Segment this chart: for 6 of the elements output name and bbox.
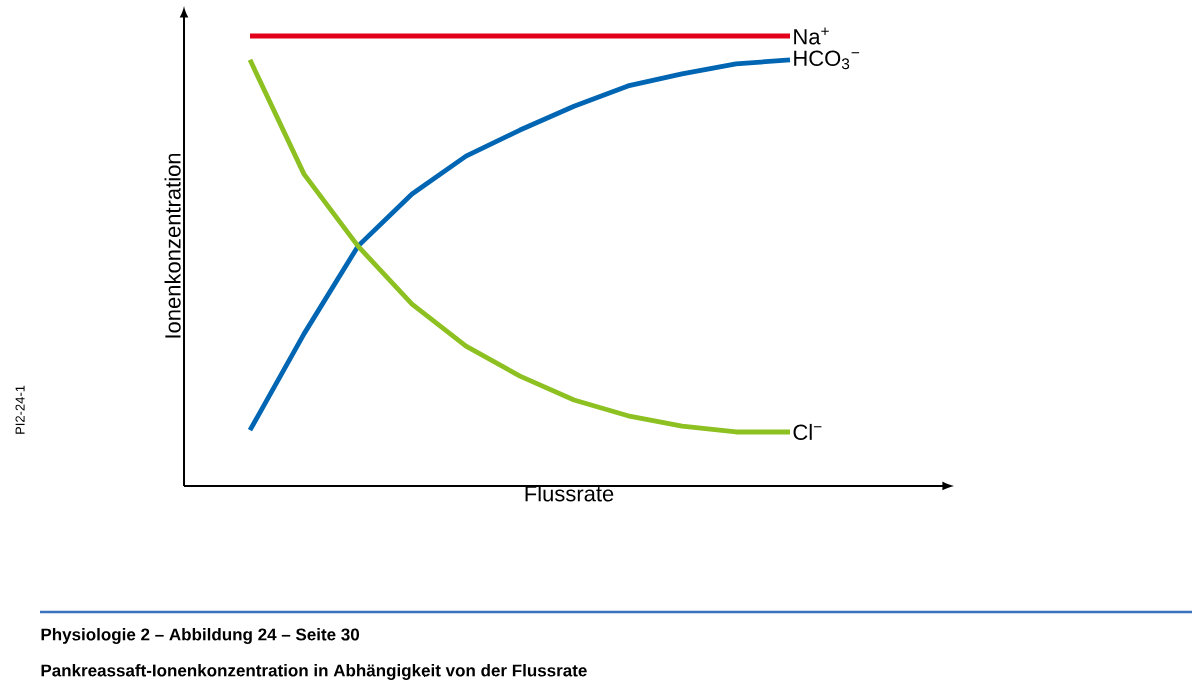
series-label: Cl$^{−}$ [793, 423, 822, 441]
series-label: Na$^{+}$ [794, 27, 829, 45]
x-axis-title: Flussrate [525, 485, 614, 502]
text: Pankreassaft-Ionenkonzentration in Abhängigkeit von der Flussrate [41, 664, 587, 680]
text: Physiologie 2 – Abbildung 24 – Seite 30 [41, 628, 360, 644]
y-axis-title: Ionenkonzentration [164, 153, 181, 338]
